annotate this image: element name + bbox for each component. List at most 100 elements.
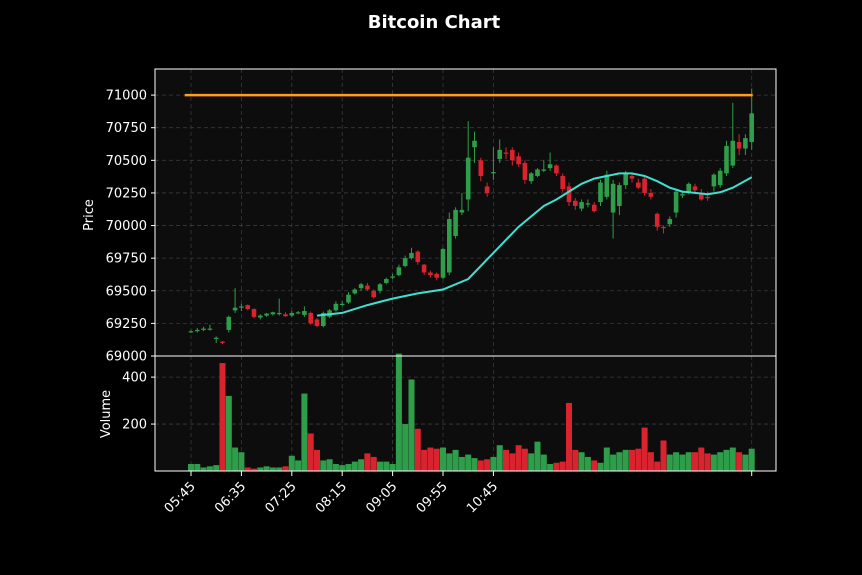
candle-body: [220, 341, 225, 343]
volume-bar: [654, 461, 661, 471]
candle-body: [566, 186, 572, 203]
volume-bar: [276, 467, 283, 471]
candle-body: [239, 306, 244, 308]
volume-bar: [736, 452, 743, 471]
volume-bar: [578, 452, 585, 471]
candle-body: [705, 196, 710, 199]
candle-body: [465, 157, 471, 200]
volume-bar: [622, 449, 629, 471]
volume-bar: [326, 459, 333, 471]
volume-bar: [301, 393, 308, 471]
candle-body: [295, 312, 301, 314]
volume-bar: [433, 448, 440, 471]
candle-body: [434, 273, 439, 278]
volume-bar: [698, 447, 705, 471]
candle-body: [610, 183, 616, 213]
candle-body: [226, 316, 232, 330]
candle-body: [516, 156, 521, 165]
volume-bar: [440, 447, 446, 471]
candle-body: [743, 138, 748, 149]
volume-bar: [351, 461, 358, 471]
time-tick-label: 08:15: [313, 479, 350, 516]
time-tick-label: 10:45: [464, 479, 501, 516]
candle-body: [535, 169, 540, 176]
volume-bar: [679, 454, 686, 471]
candle-body: [472, 140, 477, 148]
volume-bar: [395, 353, 402, 471]
volume-bar: [553, 462, 560, 471]
candle-body: [522, 162, 528, 180]
candle-body: [302, 310, 307, 315]
candle-body: [245, 305, 250, 310]
candle-body: [579, 202, 584, 209]
candle-body: [308, 312, 313, 324]
volume-bar: [540, 454, 547, 471]
volume-bar: [597, 462, 604, 471]
volume-bar: [251, 468, 257, 471]
volume-bar: [566, 402, 572, 471]
candle-body: [352, 289, 358, 294]
candle-body: [258, 315, 263, 318]
volume-bar: [377, 461, 383, 471]
candle-body: [232, 307, 238, 311]
volume-bar: [238, 452, 245, 471]
volume-bar: [490, 456, 497, 471]
candle-body: [654, 213, 660, 227]
time-tick-label: 09:05: [363, 479, 400, 516]
volume-bar: [225, 395, 232, 471]
volume-bar: [629, 449, 635, 471]
time-tick-label: 09:55: [414, 479, 451, 516]
candle-body: [371, 290, 376, 298]
candle-body: [642, 178, 647, 193]
candle-body: [717, 170, 723, 186]
candle-body: [384, 279, 389, 283]
volume-bar: [742, 454, 749, 471]
candle-body: [415, 251, 421, 263]
volume-bar: [692, 452, 698, 471]
candle-body: [491, 172, 496, 174]
candle-body: [541, 169, 547, 171]
volume-bar: [288, 455, 295, 471]
candle-body: [573, 200, 578, 206]
candle-body: [365, 285, 370, 290]
candle-body: [680, 194, 685, 196]
candle-body: [528, 173, 534, 182]
price-tick-label: 70250: [106, 186, 147, 201]
candle-body: [497, 149, 502, 160]
volume-bar: [370, 456, 377, 471]
candle-body: [510, 149, 515, 161]
volume-bar: [477, 460, 484, 471]
volume-bar: [603, 447, 610, 471]
volume-bar: [572, 449, 579, 471]
candle-body: [648, 192, 654, 197]
candle-body: [692, 186, 698, 191]
candle-body: [251, 309, 257, 317]
volume-bar: [685, 452, 692, 471]
price-axis-label: Price: [82, 199, 97, 231]
volume-bar: [528, 453, 535, 471]
volume-bar: [206, 466, 213, 471]
time-tick-label: 06:35: [212, 479, 249, 516]
candle-body: [396, 267, 402, 276]
volume-bar: [282, 466, 289, 471]
candle-body: [188, 331, 194, 333]
candle-body: [346, 294, 351, 303]
volume-bar: [584, 456, 591, 471]
candle-body: [402, 258, 408, 266]
volume-bar: [660, 440, 667, 471]
time-tick-label: 07:25: [263, 479, 300, 516]
candle-body: [554, 165, 559, 174]
candle-body: [289, 312, 295, 316]
volume-bar: [748, 448, 755, 471]
volume-panel-frame: [154, 355, 777, 472]
volume-tick-label: 400: [122, 371, 147, 386]
volume-bar: [244, 467, 251, 471]
volume-bar: [547, 463, 554, 471]
volume-bar: [559, 461, 566, 471]
candle-body: [736, 142, 742, 149]
volume-bar: [307, 433, 314, 471]
candle-body: [283, 314, 288, 317]
volume-bar: [710, 454, 717, 471]
candle-body: [585, 203, 591, 205]
